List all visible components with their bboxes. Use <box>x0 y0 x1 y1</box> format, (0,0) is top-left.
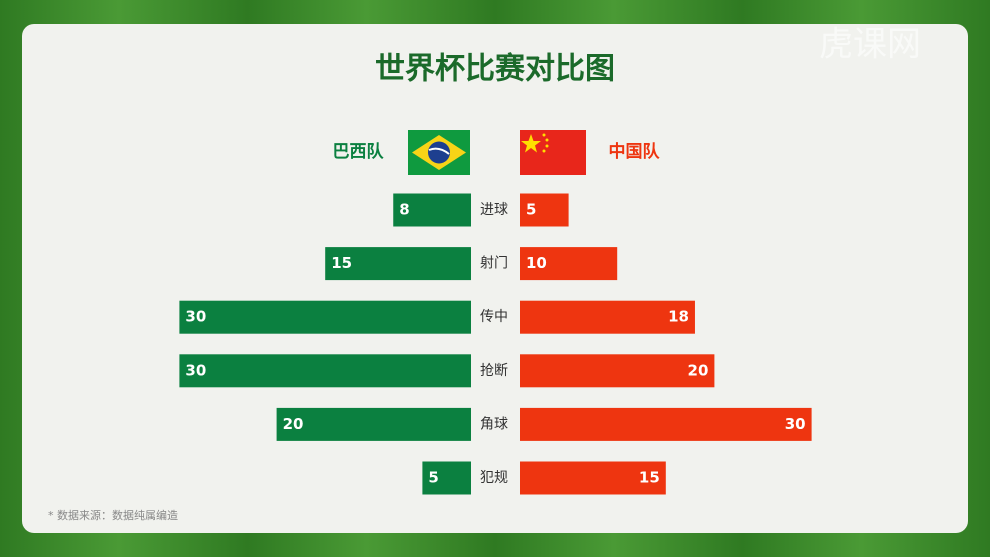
category-label: 抢断 <box>480 362 508 379</box>
legend-label: 巴西队 <box>333 141 385 162</box>
bar <box>520 407 812 441</box>
category-label: 传中 <box>480 309 508 325</box>
category-label: 角球 <box>480 416 508 432</box>
bar <box>393 193 471 227</box>
value-label: 5 <box>526 201 536 219</box>
category-label: 射门 <box>480 256 508 272</box>
category-label: 进球 <box>480 202 508 218</box>
bar <box>325 247 471 281</box>
chart-title: 世界杯比赛对比图 <box>375 52 615 87</box>
value-label: 15 <box>639 469 660 487</box>
value-label: 30 <box>785 415 806 433</box>
value-label: 10 <box>526 254 547 272</box>
china-flag <box>520 130 586 175</box>
bar <box>276 407 471 441</box>
value-label: 20 <box>283 415 304 433</box>
category-label: 犯规 <box>480 470 508 486</box>
value-label: 5 <box>428 469 438 487</box>
brazil-flag <box>408 130 470 175</box>
value-label: 30 <box>185 361 206 379</box>
bar <box>520 461 666 495</box>
legend-label: 中国队 <box>609 141 661 162</box>
value-label: 18 <box>668 308 689 326</box>
value-label: 15 <box>331 254 352 272</box>
bar <box>520 193 569 227</box>
card <box>22 24 968 533</box>
value-label: 20 <box>688 361 709 379</box>
footnote: * 数据来源：数据纯属编造 <box>48 508 178 522</box>
value-label: 8 <box>399 201 409 219</box>
bar <box>422 461 471 495</box>
bar <box>179 354 471 388</box>
bar <box>520 247 618 281</box>
bar <box>179 300 471 334</box>
value-label: 30 <box>185 308 206 326</box>
bar <box>520 300 695 334</box>
bar <box>520 354 715 388</box>
watermark: 虎课网 <box>819 25 921 65</box>
